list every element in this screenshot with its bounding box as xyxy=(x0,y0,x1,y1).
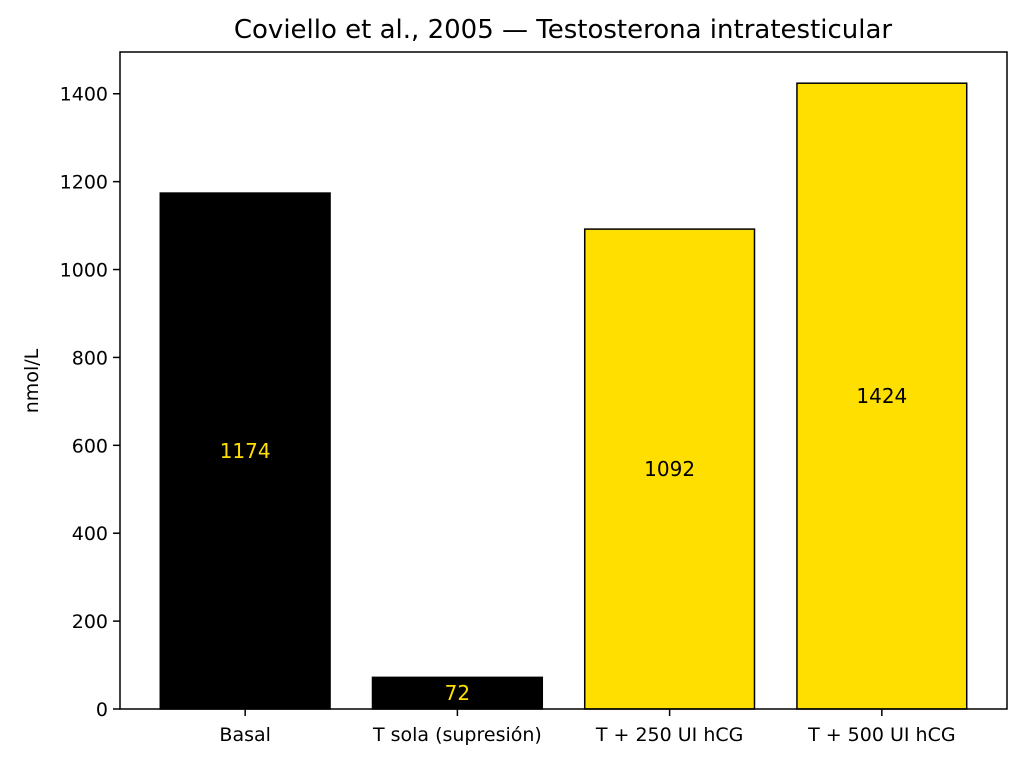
bar-value-label: 1424 xyxy=(856,384,907,408)
x-tick-label: T sola (supresión) xyxy=(372,724,542,746)
y-tick-label: 200 xyxy=(72,611,108,633)
bars-layer: 1174 72 1092 1424 xyxy=(159,82,968,710)
bar xyxy=(159,192,331,710)
bar-value-label: 1174 xyxy=(220,439,271,463)
x-tick-label: Basal xyxy=(219,724,271,746)
y-tick-label: 1400 xyxy=(60,84,108,106)
bar xyxy=(371,676,544,710)
y-tick-label: 1000 xyxy=(60,260,108,282)
y-tick-label: 400 xyxy=(72,523,108,545)
x-tick-label: T + 250 UI hCG xyxy=(595,724,744,746)
y-tick-label: 0 xyxy=(96,699,108,721)
bar-value-label: 1092 xyxy=(644,457,695,481)
y-tick-label: 1200 xyxy=(60,172,108,194)
y-tick-label: 600 xyxy=(72,435,108,457)
bar xyxy=(583,228,756,710)
x-axis-ticks: Basal T sola (supresión) T + 250 UI hCG T +… xyxy=(219,709,956,746)
bar xyxy=(796,82,968,710)
plot-frame xyxy=(119,51,1008,710)
x-tick-label: T + 500 UI hCG xyxy=(807,724,956,746)
chart-title: Coviello et al., 2005 — Testosterona int… xyxy=(234,15,893,45)
y-tick-label: 800 xyxy=(72,347,108,369)
bar-value-label: 72 xyxy=(445,681,470,705)
y-axis-label: nmol/L xyxy=(21,348,43,413)
y-axis-ticks: 0 200 400 600 800 1000 1200 1400 xyxy=(60,84,120,721)
